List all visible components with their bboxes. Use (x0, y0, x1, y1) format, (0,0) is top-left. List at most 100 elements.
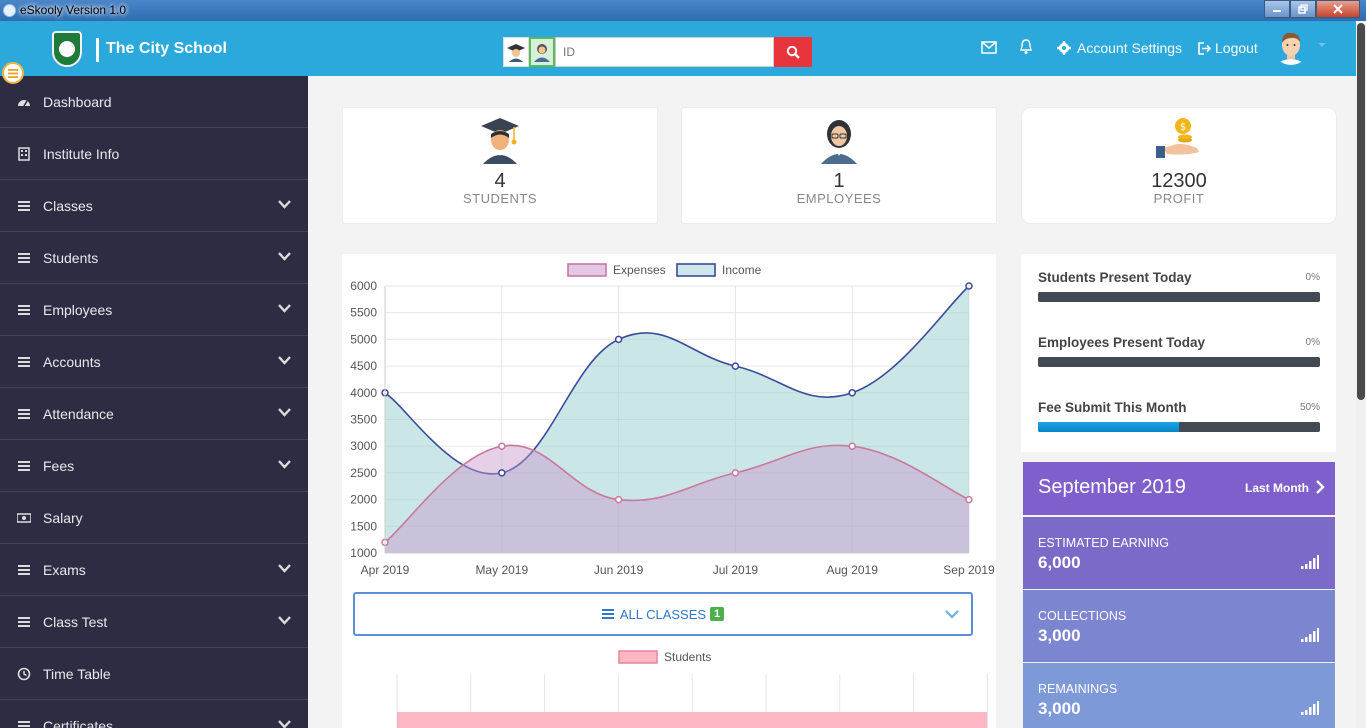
sidebar-item-attendance[interactable]: Attendance (0, 388, 308, 440)
sidebar: Dashboard Institute Info Classes Students Em… (0, 62, 308, 728)
top-header: The City School (0, 21, 1356, 76)
sidebar-item-fees[interactable]: Fees (0, 440, 308, 492)
sidebar-item-label: Classes (43, 198, 93, 214)
x-tick-label: Jun 2019 (594, 563, 644, 577)
chevron-down-icon (278, 720, 291, 728)
sidebar-item-time-table[interactable]: Time Table (0, 648, 308, 700)
legend-expenses-swatch (567, 263, 607, 277)
classes-count-badge: 1 (710, 607, 725, 621)
sidebar-item-students[interactable]: Students (0, 232, 308, 284)
user-avatar[interactable] (1273, 29, 1309, 65)
students-stat-card[interactable]: 4 STUDENTS (342, 107, 658, 224)
mail-icon[interactable] (981, 41, 997, 54)
legend-income-label: Income (722, 263, 762, 277)
expenses-area (385, 445, 969, 553)
sidebar-item-label: Salary (43, 510, 83, 526)
sidebar-item-label: Dashboard (43, 94, 112, 110)
sidebar-item-accounts[interactable]: Accounts (0, 336, 308, 388)
summary-row-label: COLLECTIONS (1038, 609, 1127, 623)
close-button[interactable] (1316, 0, 1360, 18)
maximize-button[interactable] (1290, 0, 1316, 18)
summary-row-estimated-earning: ESTIMATED EARNING 6,000 (1023, 517, 1335, 589)
account-settings-link[interactable]: Account Settings (1057, 40, 1182, 56)
logout-link[interactable]: Logout (1198, 40, 1258, 56)
scrollbar-thumb[interactable] (1357, 23, 1365, 400)
restore-icon (1298, 4, 1308, 14)
attendance-percent: 50% (1299, 402, 1320, 413)
window-titlebar: eSkooly Version 1.0 (0, 0, 1366, 21)
sidebar-item-label: Fees (43, 458, 75, 474)
income-point (731, 362, 740, 370)
sidebar-item-institute-info[interactable]: Institute Info (0, 128, 308, 180)
income-point (848, 389, 856, 397)
sidebar-item-label: Class Test (43, 614, 108, 630)
summary-row-value: 3,000 (1038, 699, 1081, 718)
expenses-point (731, 469, 740, 477)
profit-value: 12300 (1151, 170, 1207, 192)
menu-icon (18, 409, 30, 419)
signal-bars-icon (1301, 701, 1319, 715)
sidebar-item-certificates[interactable]: Certificates (0, 700, 308, 728)
sidebar-item-label: Accounts (43, 354, 101, 370)
employees-label: EMPLOYEES (796, 191, 882, 206)
page-scrollbar[interactable] (1356, 21, 1366, 728)
x-tick-label: Jul 2019 (713, 563, 759, 577)
attendance-progress-bar (1038, 357, 1320, 367)
sidebar-item-salary[interactable]: Salary (0, 492, 308, 544)
last-month-link[interactable]: Last Month (1245, 481, 1309, 495)
minimize-button[interactable] (1264, 0, 1290, 18)
sidebar-item-classes[interactable]: Classes (0, 180, 308, 232)
attendance-label: Students Present Today (1038, 270, 1192, 285)
graduate-student-icon (481, 118, 519, 164)
students-bar (397, 712, 987, 728)
search-bar (503, 37, 812, 67)
sidebar-item-label: Time Table (43, 666, 111, 682)
expenses-point (498, 442, 506, 450)
chevron-down-icon (278, 304, 291, 313)
month-title: September 2019 (1038, 476, 1186, 498)
summary-row-value: 3,000 (1038, 626, 1081, 645)
sidebar-item-label: Students (43, 250, 99, 266)
menu-icon (18, 201, 30, 211)
sidebar-toggle-button[interactable] (2, 62, 24, 84)
chevron-down-icon (278, 252, 291, 261)
income-point (965, 282, 973, 290)
income-point (614, 335, 623, 344)
sidebar-item-employees[interactable]: Employees (0, 284, 308, 336)
employee-search-toggle[interactable] (529, 37, 555, 67)
sidebar-item-dashboard[interactable]: Dashboard (0, 76, 308, 128)
school-logo[interactable] (46, 27, 88, 69)
y-tick-label: 3500 (350, 413, 377, 427)
attendance-label: Employees Present Today (1038, 335, 1206, 350)
sidebar-item-class-test[interactable]: Class Test (0, 596, 308, 648)
user-menu-caret-icon[interactable] (1318, 43, 1326, 47)
employee-woman-icon (821, 120, 857, 164)
search-button[interactable] (774, 37, 812, 67)
students-chart: Students (396, 650, 988, 728)
logo-emblem-icon (59, 41, 75, 57)
gear-icon (1057, 41, 1071, 55)
brand-name[interactable]: The City School (106, 40, 227, 57)
money-icon (17, 513, 31, 523)
search-input[interactable] (555, 37, 774, 67)
sidebar-nav: Dashboard Institute Info Classes Students Em… (0, 76, 308, 728)
bell-icon[interactable] (1019, 39, 1033, 55)
x-tick-label: Sep 2019 (943, 563, 995, 577)
sidebar-item-exams[interactable]: Exams (0, 544, 308, 596)
account-settings-label: Account Settings (1077, 40, 1183, 56)
employees-count: 1 (833, 170, 845, 192)
menu-icon (18, 617, 30, 627)
employees-stat-card[interactable]: 1 EMPLOYEES (681, 107, 997, 224)
profit-stat-card[interactable]: $ 12300 PROFIT (1021, 107, 1337, 224)
y-tick-label: 4500 (350, 359, 377, 373)
summary-row-remainings: REMAININGS 3,000 (1023, 663, 1335, 728)
classes-filter-select[interactable]: ALL CLASSES 1 (353, 592, 973, 636)
chevron-right-icon[interactable] (1315, 480, 1325, 494)
student-search-toggle[interactable] (503, 37, 529, 67)
income-expense-chart-panel: 6000 5500 5000 4500 4000 3500 3000 2500 2000 1500… (342, 254, 996, 728)
attendance-progress-bar (1038, 292, 1320, 302)
sidebar-item-label: Exams (43, 562, 86, 578)
y-tick-label: 3000 (350, 439, 377, 453)
employee-icon (534, 44, 550, 62)
graduate-icon (507, 44, 525, 62)
